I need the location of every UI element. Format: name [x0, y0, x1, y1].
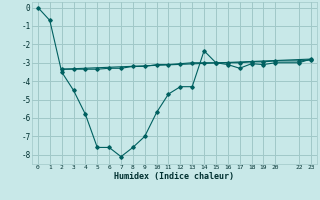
X-axis label: Humidex (Indice chaleur): Humidex (Indice chaleur): [115, 172, 234, 181]
